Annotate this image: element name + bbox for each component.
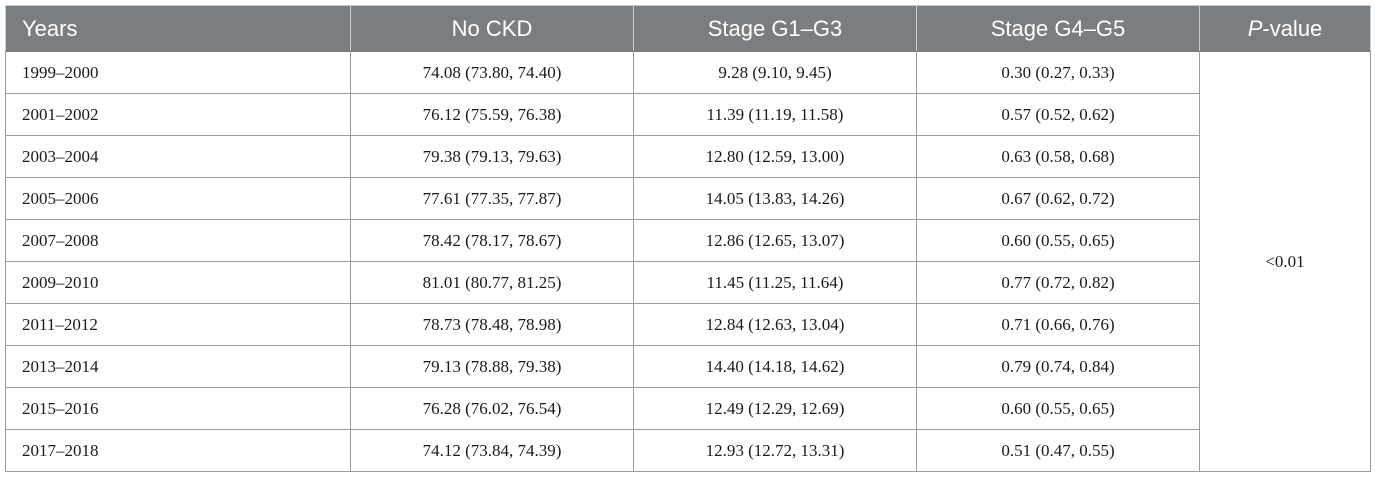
cell-stage-g1-g3: 14.40 (14.18, 14.62) [633, 345, 917, 388]
header-no-ckd: No CKD [350, 5, 634, 52]
cell-stage-g1-g3: 11.39 (11.19, 11.58) [633, 93, 917, 136]
cell-stage-g1-g3: 12.84 (12.63, 13.04) [633, 303, 917, 346]
table-row: 2013–2014 79.13 (78.88, 79.38) 14.40 (14.1… [5, 345, 1371, 388]
cell-stage-g1-g3: 11.45 (11.25, 11.64) [633, 261, 917, 304]
cell-years: 2003–2004 [5, 135, 351, 178]
cell-no-ckd: 78.42 (78.17, 78.67) [350, 219, 634, 262]
table-row: 2009–2010 81.01 (80.77, 81.25) 11.45 (11.2… [5, 261, 1371, 304]
cell-stage-g1-g3: 14.05 (13.83, 14.26) [633, 177, 917, 220]
cell-no-ckd: 76.28 (76.02, 76.54) [350, 387, 634, 430]
table-row: 2015–2016 76.28 (76.02, 76.54) 12.49 (12.2… [5, 387, 1371, 430]
table-row: 1999–2000 74.08 (73.80, 74.40) 9.28 (9.10,… [5, 51, 1371, 472]
cell-years: 2009–2010 [5, 261, 351, 304]
table-row: 2001–2002 76.12 (75.59, 76.38) 11.39 (11.1… [5, 93, 1371, 136]
cell-stage-g4-g5: 0.67 (0.62, 0.72) [916, 177, 1200, 220]
header-p-value: P-value [1199, 5, 1371, 52]
cell-years: 2015–2016 [5, 387, 351, 430]
cell-no-ckd: 79.13 (78.88, 79.38) [350, 345, 634, 388]
cell-stage-g1-g3: 12.93 (12.72, 13.31) [633, 429, 917, 472]
cell-no-ckd: 74.12 (73.84, 74.39) [350, 429, 634, 472]
cell-stage-g4-g5: 0.30 (0.27, 0.33) [916, 51, 1200, 94]
header-stage-g4-g5: Stage G4–G5 [916, 5, 1200, 52]
cell-years: 2007–2008 [5, 219, 351, 262]
header-p-value-rest: -value [1262, 15, 1323, 41]
ckd-prevalence-table: Years No CKD Stage G1–G3 Stage G4–G5 P-v… [5, 5, 1371, 472]
header-p-value-italic: P [1247, 15, 1263, 41]
cell-no-ckd: 78.73 (78.48, 78.98) [350, 303, 634, 346]
cell-stage-g4-g5: 0.60 (0.55, 0.65) [916, 387, 1200, 430]
cell-years: 2011–2012 [5, 303, 351, 346]
cell-years: 1999–2000 [5, 51, 351, 94]
cell-years: 2001–2002 [5, 93, 351, 136]
cell-stage-g4-g5: 0.71 (0.66, 0.76) [916, 303, 1200, 346]
cell-no-ckd: 81.01 (80.77, 81.25) [350, 261, 634, 304]
table-row: 2011–2012 78.73 (78.48, 78.98) 12.84 (12.6… [5, 303, 1371, 346]
header-years: Years [5, 5, 351, 52]
table-row: 2017–2018 74.12 (73.84, 74.39) 12.93 (12.7… [5, 429, 1371, 472]
cell-stage-g4-g5: 0.57 (0.52, 0.62) [916, 93, 1200, 136]
table-container: Years No CKD Stage G1–G3 Stage G4–G5 P-v… [5, 5, 1371, 472]
cell-no-ckd: 79.38 (79.13, 79.63) [350, 135, 634, 178]
table-header: Years No CKD Stage G1–G3 Stage G4–G5 P-v… [5, 5, 1371, 52]
header-row: Years No CKD Stage G1–G3 Stage G4–G5 P-v… [5, 5, 1371, 52]
cell-stage-g4-g5: 0.60 (0.55, 0.65) [916, 219, 1200, 262]
cell-stage-g1-g3: 9.28 (9.10, 9.45) [633, 51, 917, 94]
cell-stage-g4-g5: 0.79 (0.74, 0.84) [916, 345, 1200, 388]
cell-years: 2017–2018 [5, 429, 351, 472]
table-row: 2005–2006 77.61 (77.35, 77.87) 14.05 (13.8… [5, 177, 1371, 220]
table-body: 1999–2000 74.08 (73.80, 74.40) 9.28 (9.10,… [5, 51, 1371, 472]
cell-years: 2013–2014 [5, 345, 351, 388]
header-stage-g1-g3: Stage G1–G3 [633, 5, 917, 52]
cell-stage-g1-g3: 12.49 (12.29, 12.69) [633, 387, 917, 430]
cell-no-ckd: 74.08 (73.80, 74.40) [350, 51, 634, 94]
cell-stage-g4-g5: 0.63 (0.58, 0.68) [916, 135, 1200, 178]
cell-p-value: <0.01 [1199, 51, 1371, 472]
cell-no-ckd: 76.12 (75.59, 76.38) [350, 93, 634, 136]
cell-no-ckd: 77.61 (77.35, 77.87) [350, 177, 634, 220]
cell-stage-g4-g5: 0.77 (0.72, 0.82) [916, 261, 1200, 304]
cell-stage-g1-g3: 12.80 (12.59, 13.00) [633, 135, 917, 178]
cell-stage-g1-g3: 12.86 (12.65, 13.07) [633, 219, 917, 262]
cell-stage-g4-g5: 0.51 (0.47, 0.55) [916, 429, 1200, 472]
table-row: 2003–2004 79.38 (79.13, 79.63) 12.80 (12.5… [5, 135, 1371, 178]
table-row: 2007–2008 78.42 (78.17, 78.67) 12.86 (12.6… [5, 219, 1371, 262]
cell-years: 2005–2006 [5, 177, 351, 220]
